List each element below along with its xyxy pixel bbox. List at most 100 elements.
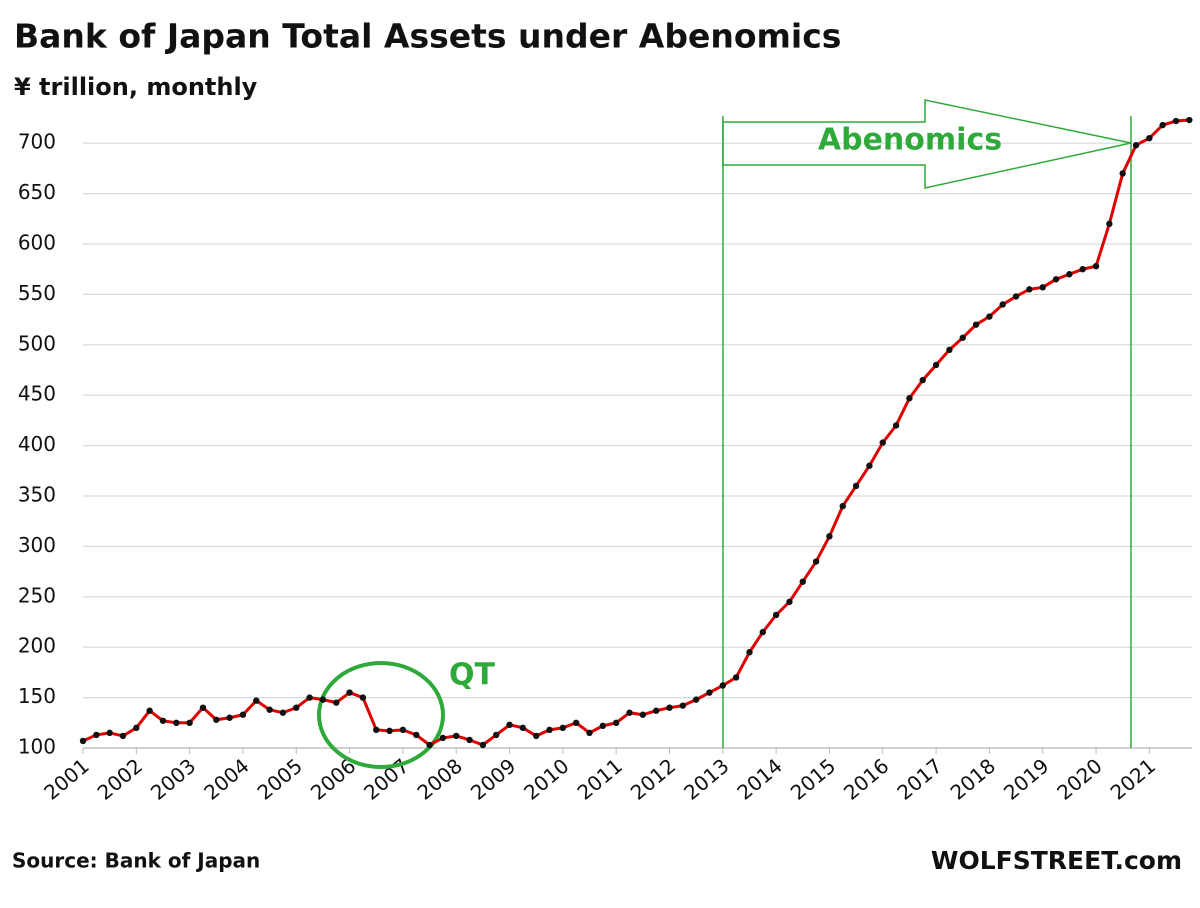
- point: [1079, 266, 1086, 273]
- point: [413, 731, 420, 739]
- point: [359, 694, 367, 701]
- point: [1146, 134, 1153, 142]
- point: [559, 724, 567, 732]
- y-tick-label: 700: [18, 130, 56, 154]
- point: [719, 682, 727, 689]
- point: [1106, 220, 1113, 228]
- point: [946, 346, 953, 354]
- x-tick-label: 2020: [1052, 754, 1106, 805]
- point: [333, 699, 340, 706]
- point: [386, 727, 393, 735]
- point: [1186, 116, 1193, 124]
- point: [453, 732, 460, 740]
- x-tick-label: 2019: [999, 754, 1053, 805]
- point: [866, 462, 873, 469]
- point: [1012, 293, 1020, 300]
- point: [1026, 286, 1033, 293]
- point: [906, 395, 913, 402]
- x-tick-label: 2002: [93, 754, 147, 805]
- point: [799, 578, 806, 585]
- point: [652, 707, 660, 714]
- y-tick-label: 650: [18, 180, 56, 204]
- point: [479, 741, 487, 749]
- point: [959, 334, 966, 341]
- point: [1039, 284, 1046, 291]
- point: [666, 704, 673, 711]
- y-tick-label: 250: [18, 583, 56, 607]
- annotation: QT: [449, 658, 496, 693]
- point: [399, 726, 407, 734]
- point: [759, 628, 766, 636]
- point: [146, 707, 153, 714]
- point: [253, 697, 260, 704]
- point: [986, 313, 993, 320]
- point: [772, 611, 780, 619]
- point: [186, 719, 193, 726]
- point: [199, 704, 207, 711]
- chart-subtitle: ¥ trillion, monthly: [14, 73, 258, 101]
- point: [293, 704, 300, 711]
- point: [812, 558, 820, 565]
- x-tick-label: 2004: [199, 754, 253, 805]
- point: [159, 717, 167, 724]
- y-tick-label: 150: [18, 684, 56, 708]
- x-tick-label: 2001: [39, 754, 93, 805]
- point: [612, 719, 620, 726]
- y-tick-label: 550: [18, 281, 56, 305]
- x-tick-label: 2005: [253, 754, 307, 805]
- point: [852, 482, 860, 490]
- y-tick-label: 100: [18, 735, 56, 759]
- x-tick-label: 2014: [732, 754, 786, 805]
- point: [826, 533, 833, 540]
- point: [532, 732, 540, 740]
- y-tick-label: 600: [18, 231, 56, 255]
- circle: [317, 661, 445, 769]
- point: [506, 721, 513, 729]
- x-tick-label: 2012: [626, 754, 680, 805]
- point: [746, 649, 753, 656]
- point: [972, 321, 980, 328]
- x-tick-label: 2010: [519, 754, 573, 805]
- x-tick-label: 2008: [413, 754, 467, 805]
- x-tick-label: 2003: [146, 754, 200, 805]
- credit: WOLFSTREET.com: [931, 846, 1182, 875]
- point: [692, 696, 700, 703]
- point: [639, 711, 647, 718]
- point: [999, 301, 1006, 308]
- grid: 100 150 200 250 300 350 400 450 500 550 600 650 700 2…: [18, 130, 1192, 805]
- y-tick-label: 450: [18, 382, 56, 406]
- point: [1066, 271, 1073, 278]
- point: [266, 706, 273, 713]
- y-tick-label: 300: [18, 533, 56, 557]
- x-tick-label: 2013: [679, 754, 733, 805]
- point: [732, 674, 740, 681]
- arrow: [722, 99, 1132, 189]
- point: [1132, 142, 1140, 149]
- point: [706, 689, 713, 696]
- point: [1092, 262, 1100, 270]
- point: [932, 361, 940, 369]
- point: [373, 726, 380, 734]
- plot: [79, 116, 1193, 749]
- y-tick-label: 400: [18, 432, 56, 456]
- point: [892, 422, 900, 429]
- point: [226, 714, 233, 721]
- point: [786, 598, 793, 606]
- x-tick-label: 2011: [572, 754, 626, 805]
- point: [1119, 170, 1126, 177]
- x-tick-label: 2009: [466, 754, 520, 805]
- point: [133, 724, 140, 732]
- point: [319, 696, 327, 703]
- point: [79, 737, 87, 745]
- point: [439, 734, 447, 742]
- point: [493, 731, 500, 739]
- point: [173, 719, 180, 726]
- point: [466, 736, 473, 744]
- point: [586, 729, 593, 737]
- point: [919, 376, 926, 384]
- point: [106, 729, 113, 737]
- point: [93, 731, 100, 739]
- point: [839, 502, 846, 510]
- point: [519, 724, 527, 732]
